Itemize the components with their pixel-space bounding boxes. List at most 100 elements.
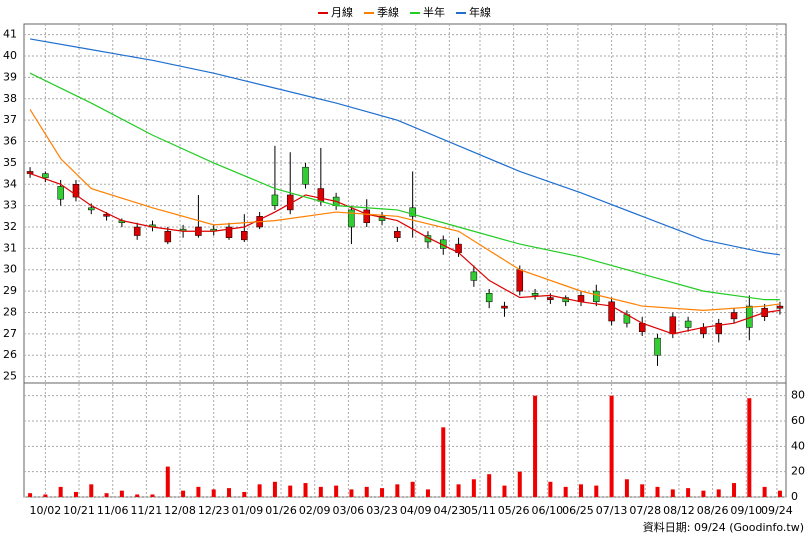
candle-body xyxy=(88,207,95,211)
y-tick-label: 39 xyxy=(3,70,17,83)
volume-bar xyxy=(732,483,737,497)
volume-bar xyxy=(364,486,369,497)
candle-body xyxy=(42,173,49,179)
volume-bar xyxy=(288,485,293,497)
volume-bar xyxy=(686,488,691,497)
candle-body xyxy=(654,337,661,356)
candle-body xyxy=(348,209,355,228)
volume-bar xyxy=(670,489,675,497)
volume-bar xyxy=(303,483,308,497)
x-tick-label: 10/21 xyxy=(63,504,95,517)
volume-bar xyxy=(181,490,186,497)
y-tick-label: 29 xyxy=(3,284,17,297)
volume-bar xyxy=(89,484,94,497)
candle-body xyxy=(302,166,309,185)
candle-body xyxy=(470,271,478,281)
candle-body xyxy=(531,293,539,296)
volume-bar xyxy=(563,486,568,497)
candle-body xyxy=(516,269,524,292)
volume-bar xyxy=(502,485,507,497)
y-tick-label: 38 xyxy=(3,92,17,105)
y-tick-label: 37 xyxy=(3,113,17,126)
volume-tick-label: 20 xyxy=(791,465,805,478)
volume-bar xyxy=(777,490,782,497)
x-tick-label: 08/12 xyxy=(663,504,695,517)
candle-body xyxy=(730,312,738,320)
candle-body xyxy=(547,297,554,300)
candle-body xyxy=(225,226,233,238)
candle-body xyxy=(103,213,110,217)
x-tick-label: 09/10 xyxy=(730,504,762,517)
footer: 資料日期: 09/24 (Goodinfo.tw) xyxy=(643,520,804,534)
volume-bar xyxy=(548,481,553,497)
volume-bar xyxy=(165,466,170,497)
volume-bar xyxy=(640,484,645,497)
x-tick-label: 06/25 xyxy=(562,504,594,517)
y-tick-label: 31 xyxy=(3,241,17,254)
ma-line xyxy=(29,38,781,256)
x-tick-label: 10/02 xyxy=(30,504,62,517)
volume-bar xyxy=(395,484,400,497)
plot-frame xyxy=(23,23,787,498)
legend-label: 月線 xyxy=(331,5,353,19)
y-tick-label: 33 xyxy=(3,199,17,212)
y-tick-label: 30 xyxy=(3,263,17,276)
candle-body xyxy=(57,186,64,200)
volume-bar xyxy=(28,493,33,497)
volume-bar xyxy=(196,486,201,497)
x-tick-label: 09/24 xyxy=(761,504,793,517)
x-tick-label: 05/26 xyxy=(498,504,530,517)
x-tick-label: 05/11 xyxy=(464,504,496,517)
y-tick-label: 25 xyxy=(3,370,17,383)
y-tick-label: 35 xyxy=(3,156,17,169)
candle-body xyxy=(669,316,677,335)
y-tick-label: 41 xyxy=(3,28,17,41)
volume-tick-label: 60 xyxy=(791,414,805,427)
candle-body xyxy=(26,171,34,174)
volume-bar xyxy=(349,489,354,497)
x-tick-label: 11/21 xyxy=(131,504,163,517)
volume-bar xyxy=(227,488,232,497)
y-tick-label: 27 xyxy=(3,327,17,340)
volume-bar xyxy=(43,494,48,497)
candle-body xyxy=(776,305,784,309)
volume-bar xyxy=(456,484,461,497)
volume-bar xyxy=(242,491,247,497)
volume-bar xyxy=(594,485,599,497)
ma-line xyxy=(29,173,781,335)
y-tick-label: 32 xyxy=(3,220,17,233)
volume-bar xyxy=(380,488,385,497)
volume-bar xyxy=(104,493,109,497)
candle-body xyxy=(72,184,80,198)
volume-bar xyxy=(624,479,629,497)
volume-bar xyxy=(73,491,78,497)
candle-body xyxy=(715,322,722,335)
y-tick-label: 34 xyxy=(3,177,17,190)
volume-bar xyxy=(135,494,140,497)
volume-bar xyxy=(701,490,706,497)
volume-bar xyxy=(609,395,614,497)
x-tick-label: 11/06 xyxy=(97,504,129,517)
ma-line xyxy=(29,72,780,301)
volume-bar xyxy=(334,485,339,497)
x-tick-label: 03/23 xyxy=(366,504,398,517)
volume-bar xyxy=(318,486,323,497)
y-tick-label: 28 xyxy=(3,305,17,318)
volume-bar xyxy=(747,398,752,497)
candle-body xyxy=(241,231,248,241)
x-tick-label: 01/26 xyxy=(265,504,297,517)
volume-tick-label: 40 xyxy=(791,439,805,452)
volume-bar xyxy=(272,481,277,497)
volume-bar xyxy=(211,489,216,497)
x-tick-label: 04/23 xyxy=(434,504,466,517)
volume-bar xyxy=(425,489,430,497)
volume-bar xyxy=(655,486,660,497)
volume-bar xyxy=(487,474,492,497)
candle-body xyxy=(485,293,493,303)
volume-bar xyxy=(533,395,538,497)
y-tick-label: 36 xyxy=(3,135,17,148)
x-tick-label: 07/28 xyxy=(629,504,661,517)
x-tick-label: 03/06 xyxy=(333,504,365,517)
candle-body xyxy=(317,188,325,202)
